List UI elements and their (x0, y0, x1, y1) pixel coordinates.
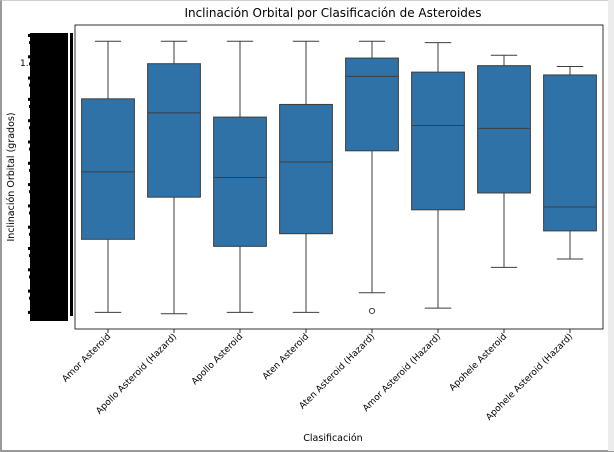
x-axis-label: Clasificación (303, 433, 362, 444)
box-6 (411, 42, 465, 309)
box-iqr (279, 103, 333, 235)
x-tick-label: Apollo Asteroid (190, 332, 245, 387)
y-tick-glyph (28, 247, 32, 250)
y-tick-glyph (28, 183, 32, 187)
y-tick-glyph (30, 261, 34, 265)
y-tick-glyph (30, 197, 34, 201)
y-tick-glyph (30, 90, 34, 94)
box-2 (147, 40, 201, 315)
y-tick-glyph (29, 126, 33, 130)
y-tick-glyph (29, 147, 33, 151)
y-tick-glyph (30, 154, 34, 158)
x-tick-label: Amor Asteroid (Hazard) (361, 332, 443, 414)
y-tick-glyph (30, 282, 34, 286)
y-tick-glyph (30, 218, 34, 222)
y-tick-glyph (30, 239, 34, 243)
y-tick-glyph (28, 140, 32, 144)
box-4 (279, 40, 333, 313)
y-tick-glyph (30, 48, 34, 52)
x-tick-label: Aten Asteroid (Hazard) (298, 332, 378, 412)
box-iqr (213, 116, 267, 247)
y-tick-glyph (28, 161, 32, 165)
y-tick-glyph (28, 76, 32, 80)
box-iqr (81, 98, 135, 240)
y-tick-glyph (28, 119, 32, 123)
y-tick-glyph (29, 168, 33, 172)
y-tick-glyph (28, 289, 32, 293)
y-axis-label: Inclinación Orbital (grados) (6, 112, 17, 241)
y-tick-glyph (30, 303, 34, 307)
box-iqr (477, 65, 531, 194)
box-7 (477, 54, 531, 268)
window-edge (608, 0, 614, 451)
x-tick-label: Amor Asteroid (61, 332, 113, 384)
outlier-point (368, 307, 376, 315)
y-tick-glyph (28, 204, 32, 208)
y-tick-labels-garbled (28, 33, 73, 321)
box-iqr (543, 74, 597, 232)
y-tick-glyph (29, 254, 33, 258)
box-iqr (345, 57, 399, 152)
y-tick-glyph (29, 41, 33, 45)
y-tick-glyph (29, 296, 33, 300)
y-tick-glyph (29, 62, 33, 66)
y-tick-glyph (29, 275, 33, 279)
box-8 (543, 66, 597, 260)
y-tick-glyph (28, 310, 32, 314)
y-tick-glyph (29, 83, 33, 87)
y-tick-overlap-block (30, 33, 68, 321)
box-iqr (411, 71, 465, 211)
y-tick-glyph (30, 69, 34, 73)
box-iqr (147, 63, 201, 198)
y-tick-overlap-strip (70, 33, 73, 316)
y-tick-glyph (29, 232, 33, 236)
x-tick-label: Aten Asteroid (261, 332, 311, 382)
y-tick-glyph (30, 112, 34, 116)
chart-title: Inclinación Orbital por Clasificación de… (184, 6, 481, 20)
y-tick-glyph (30, 133, 34, 137)
y-tick-glyph (28, 268, 32, 272)
boxes-group (81, 40, 597, 315)
y-tick-glyph (28, 55, 32, 59)
y-tick-glyph (28, 225, 32, 229)
y-tick-glyph (29, 105, 33, 108)
box-1 (81, 40, 135, 313)
y-tick-glyph (30, 176, 34, 179)
y-tick-glyph (28, 34, 32, 37)
y-tick-glyph (28, 97, 32, 101)
box-5 (345, 40, 399, 315)
y-tick-glyph (29, 211, 33, 215)
y-tick-glyph (29, 190, 33, 194)
x-tick-label: Apohele Asteroid (448, 332, 509, 393)
y-tick-label: 1. (20, 59, 29, 69)
box-3 (213, 40, 267, 313)
